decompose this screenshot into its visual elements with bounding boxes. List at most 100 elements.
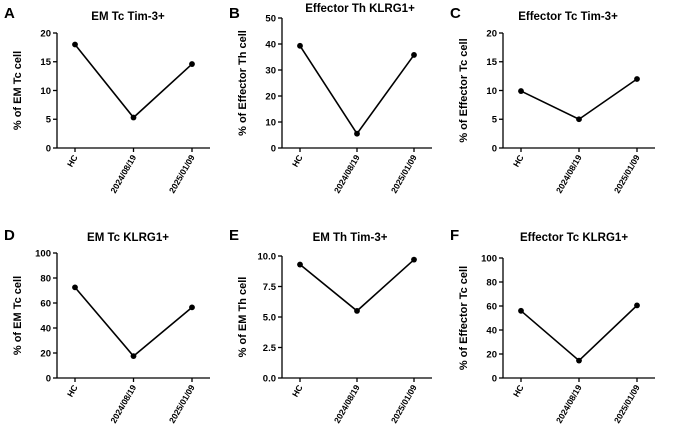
y-axis-label: % of EM Th cell bbox=[237, 277, 249, 358]
y-axis-label: % of EM Tc cell bbox=[12, 51, 24, 130]
y-tick-label: 20 bbox=[486, 349, 497, 360]
x-tick-label: 2025/01/09 bbox=[612, 153, 642, 195]
data-point bbox=[72, 41, 78, 48]
chart-title: Effector Tc KLRG1+ bbox=[520, 232, 628, 244]
y-tick-label: 0 bbox=[492, 143, 497, 154]
y-tick-label: 40 bbox=[40, 323, 51, 334]
x-tick-label: HC bbox=[511, 153, 526, 169]
data-point bbox=[576, 116, 582, 123]
data-point bbox=[411, 52, 417, 58]
y-axis-label: % of EM Tc cell bbox=[12, 276, 24, 355]
x-tick-label: HC bbox=[290, 383, 305, 399]
panel-letter: B bbox=[229, 5, 240, 22]
x-tick-label: 2024/08/19 bbox=[332, 153, 362, 195]
y-axis-label: % of Effector Th cell bbox=[237, 30, 249, 136]
series-line bbox=[74, 286, 193, 358]
y-axis-label: % of Effector Tc cell bbox=[458, 38, 470, 142]
y-tick-label: 40 bbox=[265, 39, 276, 50]
data-point bbox=[354, 308, 360, 314]
x-tick-label: 2025/01/09 bbox=[389, 153, 419, 195]
y-tick-label: 100 bbox=[35, 248, 51, 259]
data-point bbox=[130, 114, 137, 121]
data-point bbox=[634, 76, 640, 82]
x-tick-label: HC bbox=[65, 383, 80, 399]
data-point bbox=[354, 130, 360, 137]
panel-letter: E bbox=[229, 227, 239, 244]
y-tick-label: 60 bbox=[40, 298, 51, 309]
x-tick-label: 2025/01/09 bbox=[167, 383, 197, 425]
data-point bbox=[634, 302, 640, 309]
x-tick-label: 2024/08/19 bbox=[332, 383, 362, 425]
y-tick-label: 20 bbox=[40, 28, 51, 39]
panel-d: D EM Tc KLRG1+ 0 20 40 60 80 100 % of EM Tc cell… bbox=[4, 227, 210, 425]
y-tick-label: 7.5 bbox=[263, 282, 277, 293]
y-tick-label: 80 bbox=[486, 277, 497, 288]
x-tick-label: HC bbox=[290, 153, 305, 169]
panel-e: E EM Th Tim-3+ 0.0 2.5 5.0 7.5 10.0 % of EM Th … bbox=[229, 227, 432, 425]
data-point bbox=[411, 256, 417, 263]
series-line bbox=[74, 43, 193, 119]
x-tick-label: 2024/08/19 bbox=[108, 383, 138, 425]
data-point bbox=[297, 42, 303, 49]
y-tick-label: 100 bbox=[481, 253, 497, 264]
panel-f: F Effector Tc KLRG1+ 0 20 40 60 80 100 % of Effe… bbox=[450, 227, 655, 425]
y-tick-label: 10 bbox=[40, 86, 51, 97]
y-tick-label: 2.5 bbox=[263, 343, 277, 354]
y-tick-label: 15 bbox=[486, 57, 497, 68]
y-tick-label: 0 bbox=[492, 373, 497, 384]
x-tick-label: 2024/08/19 bbox=[554, 153, 584, 195]
chart-title: Effector Th KLRG1+ bbox=[305, 3, 415, 15]
y-tick-label: 10.0 bbox=[258, 251, 277, 262]
data-point bbox=[72, 284, 78, 291]
y-axis-label: % of Effector Tc cell bbox=[458, 266, 470, 370]
series-line bbox=[299, 45, 415, 136]
panel-letter: C bbox=[450, 5, 461, 22]
y-tick-label: 5.0 bbox=[263, 312, 276, 323]
data-point bbox=[189, 304, 195, 311]
y-tick-label: 10 bbox=[486, 86, 497, 97]
x-tick-label: 2025/01/09 bbox=[389, 383, 419, 425]
data-point bbox=[576, 357, 582, 364]
chart-title: EM Th Tim-3+ bbox=[313, 232, 388, 244]
y-tick-label: 5 bbox=[46, 115, 52, 126]
panel-c: C Effector Tc Tim-3+ 0 5 10 15 20 % of Effector… bbox=[450, 5, 655, 195]
chart-title: EM Tc Tim-3+ bbox=[91, 11, 165, 23]
chart-title: EM Tc KLRG1+ bbox=[87, 232, 169, 244]
x-tick-label: 2024/08/19 bbox=[108, 153, 138, 195]
y-tick-label: 30 bbox=[265, 65, 276, 76]
panel-letter: A bbox=[4, 5, 15, 22]
series-line bbox=[299, 259, 415, 312]
panel-letter: F bbox=[450, 227, 459, 244]
series-line bbox=[520, 304, 638, 362]
data-point bbox=[130, 353, 137, 360]
y-tick-label: 20 bbox=[40, 348, 51, 359]
y-tick-label: 15 bbox=[40, 57, 51, 68]
y-tick-label: 0 bbox=[271, 143, 276, 154]
y-tick-label: 5 bbox=[492, 115, 498, 126]
data-point bbox=[518, 88, 524, 94]
chart-title: Effector Tc Tim-3+ bbox=[518, 11, 618, 23]
y-tick-label: 20 bbox=[486, 28, 497, 39]
x-tick-label: HC bbox=[511, 383, 526, 399]
y-tick-label: 0 bbox=[46, 143, 51, 154]
y-tick-label: 20 bbox=[265, 91, 276, 102]
y-tick-label: 10 bbox=[265, 117, 276, 128]
y-tick-label: 50 bbox=[265, 13, 276, 24]
data-point bbox=[297, 261, 303, 268]
x-tick-label: HC bbox=[65, 153, 80, 169]
y-tick-label: 60 bbox=[486, 301, 497, 312]
panel-a: A EM Tc Tim-3+ 0 5 10 15 20 % of EM Tc cell HC 20… bbox=[4, 5, 210, 195]
y-tick-label: 80 bbox=[40, 273, 51, 284]
y-tick-label: 0 bbox=[46, 373, 51, 384]
x-tick-label: 2025/01/09 bbox=[612, 383, 642, 425]
data-point bbox=[518, 307, 524, 314]
y-tick-label: 0.0 bbox=[263, 373, 276, 384]
data-point bbox=[189, 61, 195, 67]
panel-letter: D bbox=[4, 227, 15, 244]
panel-b: B Effector Th KLRG1+ 0 10 20 30 40 50 % of Effec… bbox=[229, 3, 432, 195]
x-tick-label: 2024/08/19 bbox=[554, 383, 584, 425]
y-tick-label: 40 bbox=[486, 325, 497, 336]
x-tick-label: 2025/01/09 bbox=[167, 153, 197, 195]
series-line bbox=[520, 78, 638, 121]
